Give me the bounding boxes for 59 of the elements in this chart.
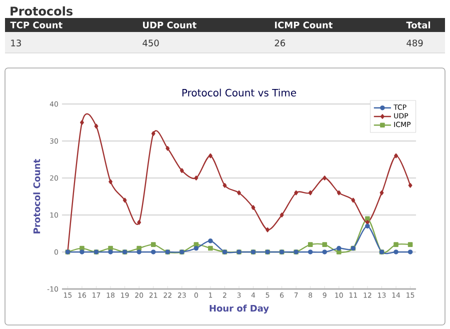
point [294,190,298,196]
text: Protocols [10,6,73,16]
point [365,216,370,222]
data-label: 13 [11,40,21,46]
point [108,179,112,184]
y-axis-title: Protocol Count [33,159,40,234]
point [222,182,227,188]
point [308,190,312,196]
point [208,246,213,251]
point [336,190,341,196]
point [336,246,342,251]
point [150,250,156,254]
point [408,182,412,188]
point [151,131,156,136]
point [365,224,370,228]
point [136,246,142,251]
point [166,146,170,151]
point [108,246,113,251]
point [80,246,84,251]
point [308,242,313,247]
chart-title: Protocol Count vs Time [182,88,296,96]
point [280,212,284,218]
point [208,238,213,244]
point [136,250,142,254]
category-label: UDP Count [143,22,196,28]
point [208,153,212,158]
point [394,242,398,247]
point [194,242,199,247]
data-label: 26 [274,40,286,46]
category-label: ICMP Count [275,22,333,28]
point [80,120,84,125]
point [408,242,413,247]
x-axis-title: Hour of Day [210,304,269,314]
point [322,242,328,247]
category-label: TCP Count [10,22,62,28]
point [137,220,142,225]
point [122,198,127,203]
point [194,246,199,251]
point [351,198,356,203]
point [394,250,398,254]
point [322,176,327,180]
point [308,250,313,254]
point [237,190,241,196]
point [108,250,113,254]
point [394,153,398,158]
point [322,250,328,254]
point [408,250,413,254]
point [336,250,342,254]
point [266,227,270,232]
point [80,250,84,254]
data-label: 450 [142,40,159,46]
point [380,190,384,196]
point [180,168,184,173]
point [194,176,198,180]
point [150,242,156,247]
data-label: 489 [406,40,423,46]
point [94,124,98,129]
category-label: Total [406,22,430,28]
point [251,205,256,210]
